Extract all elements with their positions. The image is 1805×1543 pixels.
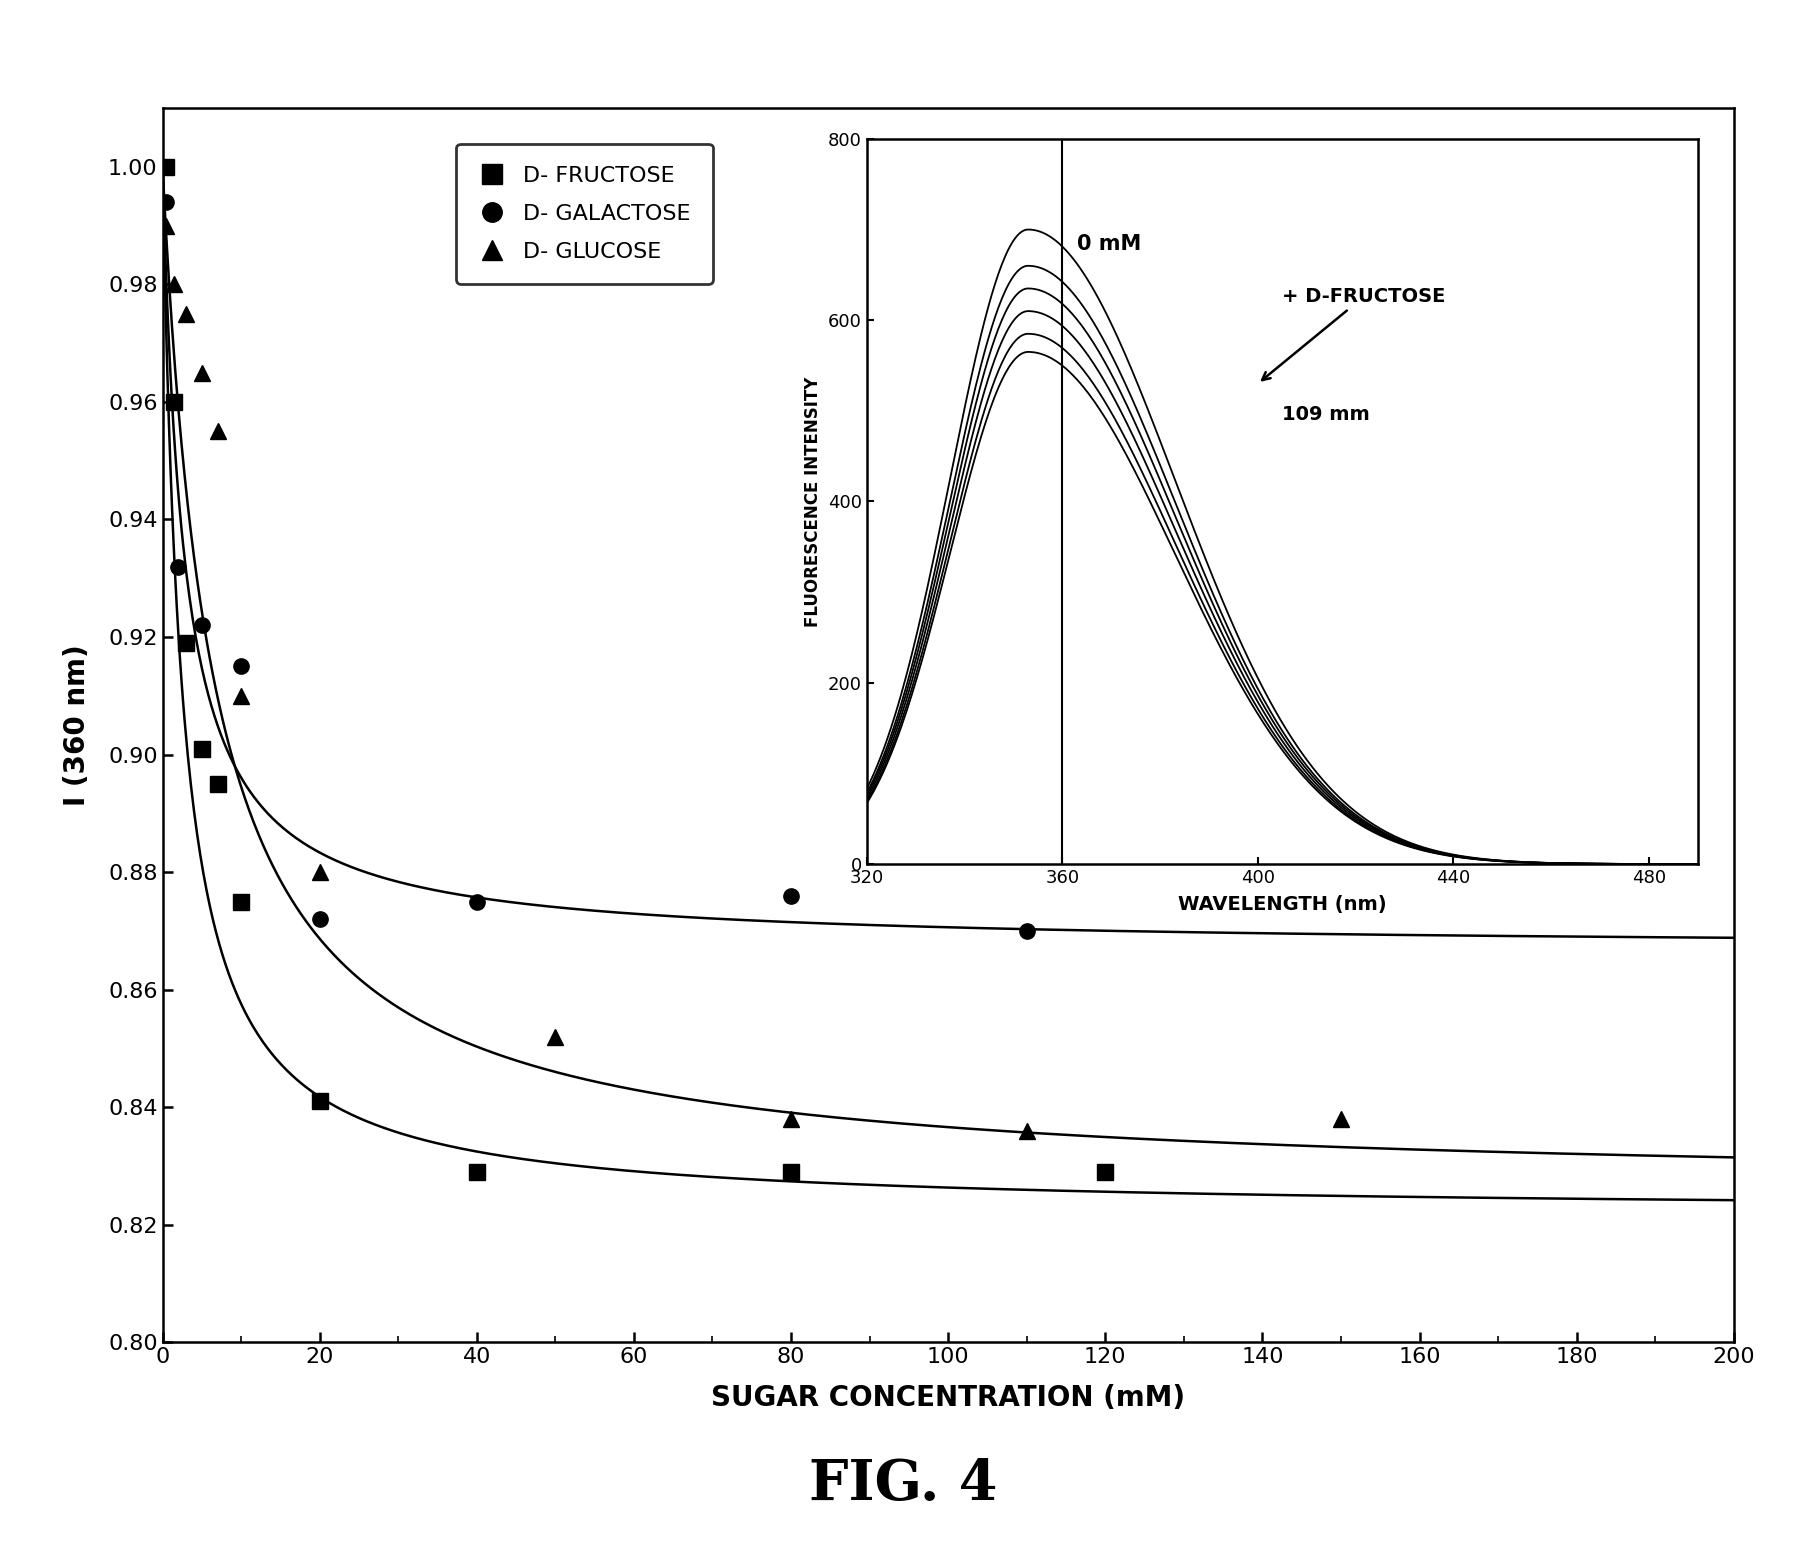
D- FRUCTOSE [466, 1163, 487, 1182]
Y-axis label: I (360 nm): I (360 nm) [63, 645, 92, 805]
X-axis label: SUGAR CONCENTRATION (mM): SUGAR CONCENTRATION (mM) [711, 1384, 1184, 1412]
D- FRUCTOSE [191, 739, 213, 758]
D- GLUCOSE [229, 687, 251, 705]
D- FRUCTOSE [780, 1163, 801, 1182]
D- GLUCOSE [175, 304, 197, 322]
D- GALACTOSE [1014, 921, 1036, 940]
Line: D- GALACTOSE: D- GALACTOSE [159, 194, 1034, 938]
D- GLUCOSE [545, 1028, 567, 1046]
Line: D- FRUCTOSE: D- FRUCTOSE [159, 159, 1112, 1179]
D- GLUCOSE [1328, 1109, 1350, 1128]
D- FRUCTOSE [164, 392, 186, 410]
Line: D- GLUCOSE: D- GLUCOSE [159, 218, 1348, 1139]
D- GLUCOSE [155, 216, 177, 235]
D- FRUCTOSE [206, 775, 227, 793]
X-axis label: WAVELENGTH (nm): WAVELENGTH (nm) [1177, 895, 1386, 915]
D- GLUCOSE [206, 423, 227, 441]
Y-axis label: FLUORESCENCE INTENSITY: FLUORESCENCE INTENSITY [803, 376, 821, 626]
D- GALACTOSE [155, 193, 177, 211]
Text: 109 mm: 109 mm [1282, 404, 1370, 424]
D- GALACTOSE [466, 892, 487, 910]
D- GALACTOSE [191, 616, 213, 634]
D- GLUCOSE [780, 1109, 801, 1128]
D- GALACTOSE [168, 557, 190, 576]
D- FRUCTOSE [155, 157, 177, 176]
Text: + D-FRUCTOSE: + D-FRUCTOSE [1262, 287, 1444, 380]
D- GLUCOSE [164, 275, 186, 293]
D- FRUCTOSE [1094, 1163, 1115, 1182]
D- GLUCOSE [1014, 1122, 1036, 1140]
Text: 0 mM: 0 mM [1076, 235, 1141, 255]
D- GALACTOSE [229, 657, 251, 676]
D- FRUCTOSE [175, 634, 197, 653]
D- GALACTOSE [309, 910, 330, 929]
Legend: D- FRUCTOSE, D- GALACTOSE, D- GLUCOSE: D- FRUCTOSE, D- GALACTOSE, D- GLUCOSE [457, 143, 713, 284]
D- FRUCTOSE [229, 892, 251, 910]
D- GLUCOSE [309, 863, 330, 881]
D- FRUCTOSE [309, 1092, 330, 1111]
Text: FIG. 4: FIG. 4 [809, 1457, 996, 1512]
D- GALACTOSE [780, 886, 801, 904]
D- GLUCOSE [191, 363, 213, 381]
